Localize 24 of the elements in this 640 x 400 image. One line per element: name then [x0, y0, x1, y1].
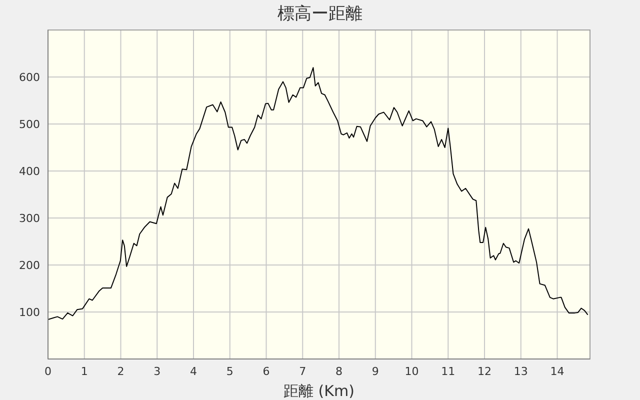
chart-title: 標高ー距離	[276, 3, 364, 25]
x-tick-label: 9	[372, 364, 379, 378]
y-tick-label: 500	[19, 118, 40, 131]
x-tick-label: 4	[190, 364, 198, 378]
x-tick-label: 12	[478, 364, 492, 378]
x-tick-label: 7	[299, 364, 306, 378]
x-tick-label: 11	[441, 364, 456, 378]
x-axis-title: 距離 (Km)	[284, 382, 354, 400]
x-tick-label: 0	[44, 364, 52, 378]
y-tick-label: 600	[19, 70, 40, 84]
y-tick-label: 400	[19, 164, 40, 178]
x-tick-label: 3	[154, 364, 161, 378]
x-tick-label: 2	[117, 364, 124, 378]
line-series	[48, 67, 588, 320]
x-tick-label: 10	[404, 364, 419, 378]
x-tick-label: 5	[226, 364, 234, 378]
y-tick-label: 300	[19, 212, 40, 225]
x-tick-label: 8	[336, 364, 343, 378]
y-tick-label: 200	[19, 258, 40, 272]
x-tick-label: 13	[514, 364, 528, 378]
y-tick-label: 100	[19, 306, 40, 319]
x-tick-label: 1	[80, 364, 88, 378]
x-tick-label: 14	[550, 364, 564, 378]
x-tick-label: 6	[262, 364, 270, 378]
